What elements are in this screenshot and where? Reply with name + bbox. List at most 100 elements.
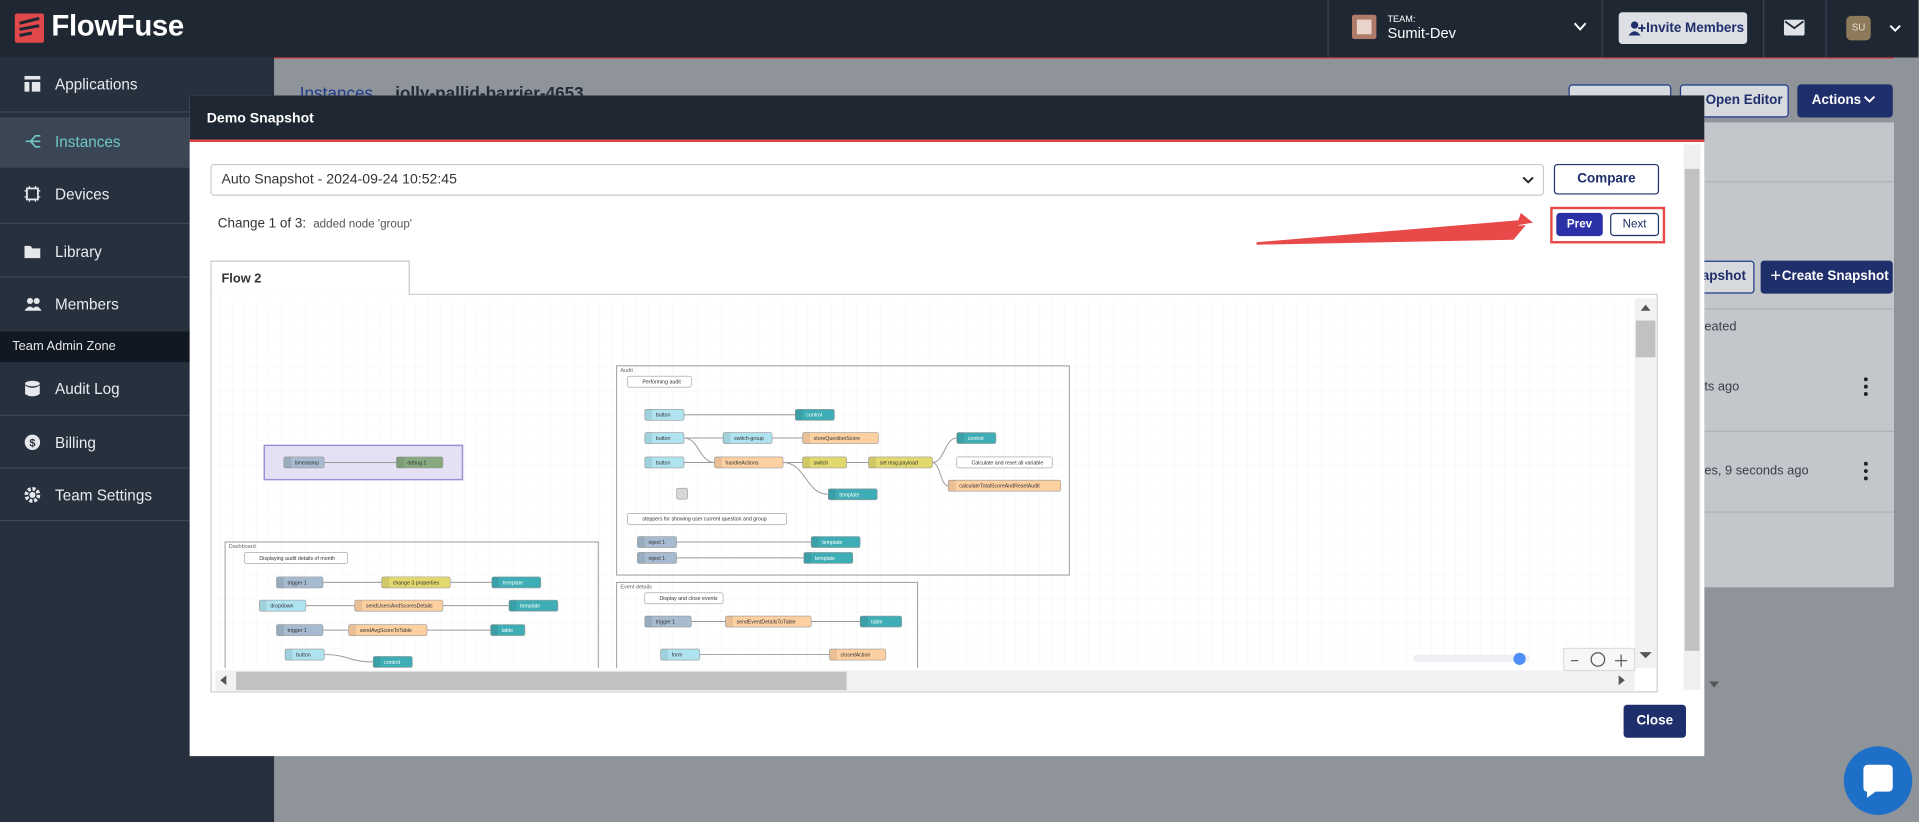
node-label: trigger 1: [288, 580, 307, 586]
flow-node: [637, 552, 677, 564]
node-label: Displaying audit details of month: [259, 556, 335, 562]
group-label: Audit: [620, 368, 633, 374]
team-label: TEAM:: [1387, 13, 1416, 25]
wire: [324, 654, 374, 663]
chat-button[interactable]: [1843, 745, 1914, 816]
flow-node: [508, 599, 559, 612]
zoom-handle[interactable]: [1513, 652, 1526, 665]
flow-group: [616, 581, 919, 669]
svg-text:$: $: [29, 438, 35, 450]
mail-icon[interactable]: [1783, 19, 1805, 36]
nav-icon: [24, 75, 41, 92]
flow-node: [396, 456, 444, 469]
flow-node: [491, 576, 542, 589]
divider: [0, 276, 275, 278]
scrollbar-thumb[interactable]: [236, 671, 847, 691]
nav-label: Applications: [55, 75, 138, 93]
nav-icon: [24, 297, 42, 311]
flow-node: [956, 432, 997, 444]
node-icon: [285, 649, 293, 661]
nav-item[interactable]: Team Settings: [0, 471, 274, 520]
user-avatar[interactable]: SU: [1846, 15, 1871, 41]
flow-tab[interactable]: Flow 2: [210, 260, 410, 295]
nav-item[interactable]: Applications: [0, 60, 274, 109]
nav-item[interactable]: Members: [0, 280, 274, 329]
flow-node: [644, 615, 692, 628]
node-label: table: [871, 619, 882, 625]
kebab-menu[interactable]: [1862, 377, 1869, 397]
flow-node: [283, 456, 325, 469]
zoom-reset[interactable]: [1590, 652, 1606, 667]
zoom-slider[interactable]: [1413, 654, 1530, 662]
wire: [683, 437, 715, 463]
divider: [1327, 0, 1329, 58]
flow-node: [802, 432, 879, 444]
brand[interactable]: FlowFuse: [51, 9, 184, 43]
next-button[interactable]: Next: [1610, 212, 1660, 237]
create-snapshot-button[interactable]: Create Snapshot: [1760, 260, 1893, 294]
flow-node: [803, 552, 854, 564]
nav-item[interactable]: Audit Log: [0, 365, 274, 414]
node-label: template: [822, 540, 842, 546]
node-label: switch-group: [734, 436, 764, 442]
nav-icon: [25, 380, 40, 397]
chevron-icon[interactable]: [1573, 22, 1587, 32]
flow-node: [722, 432, 773, 444]
flow-node: [725, 615, 812, 628]
nav-icon: [24, 185, 41, 202]
nav-item[interactable]: Devices: [0, 170, 274, 219]
node-icon: [637, 552, 645, 564]
node-icon: [644, 456, 653, 468]
node-icon: [725, 616, 733, 628]
flow-node: [348, 624, 428, 636]
node-icon: [283, 456, 292, 468]
divider: [1825, 0, 1827, 58]
zoom-controls: [1563, 647, 1636, 672]
node-icon: [276, 624, 284, 636]
node-label: Performing audit: [642, 380, 681, 386]
node-label: sendEventDetailsToTable: [737, 619, 796, 625]
modal-header: Demo Snapshot: [189, 95, 1705, 142]
node-icon: [348, 624, 357, 636]
wire: [932, 437, 957, 463]
header-accent: [274, 57, 1894, 59]
flow-node: [644, 408, 685, 421]
chevron-icon[interactable]: [1889, 24, 1901, 33]
actions-button[interactable]: Actions: [1797, 84, 1893, 118]
plus-icon: +: [1770, 265, 1782, 287]
snapshot-select[interactable]: Auto Snapshot - 2024-09-24 10:52:45: [210, 163, 1545, 196]
node-icon: [373, 656, 381, 668]
node-label: inject 1: [648, 540, 665, 546]
team-name[interactable]: Sumit-Dev: [1387, 24, 1456, 42]
node-label: button: [656, 436, 671, 442]
divider: [1683, 308, 1894, 310]
scrollbar-thumb[interactable]: [1684, 168, 1700, 651]
zoom-buttons[interactable]: [1570, 654, 1628, 667]
nav-item[interactable]: Library: [0, 228, 274, 277]
prev-button[interactable]: Prev: [1556, 212, 1603, 237]
node-icon: [795, 409, 803, 421]
change-label: Change 1 of 3:: [217, 216, 307, 232]
node-label: change 3 properties: [393, 580, 440, 586]
node-label: trigger 1: [288, 628, 307, 634]
annotation-box: [1550, 206, 1666, 244]
chevron-icon: [1863, 95, 1876, 103]
node-icon: [802, 432, 810, 444]
flow-node: [859, 615, 903, 628]
node-label: calculateTotalScoreAndResetAudit: [959, 484, 1040, 490]
flow-node: [947, 479, 1062, 492]
compare-button[interactable]: Compare: [1553, 163, 1660, 195]
chevron-icon[interactable]: [1522, 176, 1534, 185]
node-icon: [637, 536, 645, 548]
scrollbar-thumb[interactable]: [1635, 320, 1656, 358]
close-button[interactable]: Close: [1623, 704, 1686, 738]
node-label: timestamp: [295, 460, 319, 466]
node-label: table: [502, 628, 513, 634]
node-label: steppers for showing user current questi…: [642, 517, 766, 523]
flow-node: [637, 536, 677, 548]
nav-item[interactable]: $ Billing: [0, 418, 274, 467]
kebab-menu[interactable]: [1862, 461, 1869, 481]
flow-node: [372, 656, 413, 668]
divider: [0, 467, 275, 469]
